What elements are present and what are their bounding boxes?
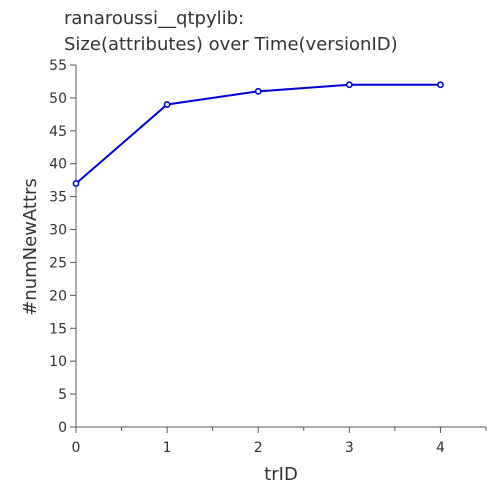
x-tick-label: 1	[163, 440, 172, 456]
data-point	[254, 87, 262, 95]
y-tick-label: 40	[49, 157, 67, 173]
x-tick-label: 4	[436, 440, 445, 456]
data-point	[437, 81, 444, 89]
y-tick-label: 50	[49, 91, 67, 107]
y-tick-label: 15	[49, 321, 67, 337]
y-tick-label: 30	[49, 223, 67, 239]
chart-title-line-2: Size(attributes) over Time(versionID)	[64, 34, 398, 55]
y-tick-label: 25	[49, 255, 67, 271]
y-tick-label: 45	[49, 124, 67, 140]
y-tick-label: 5	[58, 387, 67, 403]
y-tick-label: 20	[49, 288, 67, 304]
x-tick-label: 0	[72, 440, 81, 456]
y-tick-label: 0	[58, 420, 67, 436]
x-tick-label: 2	[254, 440, 263, 456]
series-line	[75, 83, 441, 185]
x-axis: 0 1 2 3 4	[72, 426, 487, 456]
data-point	[72, 180, 80, 187]
y-tick-label: 55	[49, 58, 67, 74]
x-axis-label: trID	[264, 464, 298, 485]
data-point	[345, 81, 353, 89]
y-axis: 0 5 10 15 20 25 30 35 40 45 50 55	[49, 58, 77, 436]
y-tick-label: 10	[49, 354, 67, 370]
y-axis-label: #numNewAttrs	[20, 178, 41, 316]
plot-area	[72, 81, 444, 187]
data-point	[163, 101, 171, 108]
chart-title-line-1: ranaroussi__qtpylib:	[64, 8, 244, 29]
y-tick-label: 35	[49, 190, 67, 206]
x-tick-label: 3	[345, 440, 354, 456]
